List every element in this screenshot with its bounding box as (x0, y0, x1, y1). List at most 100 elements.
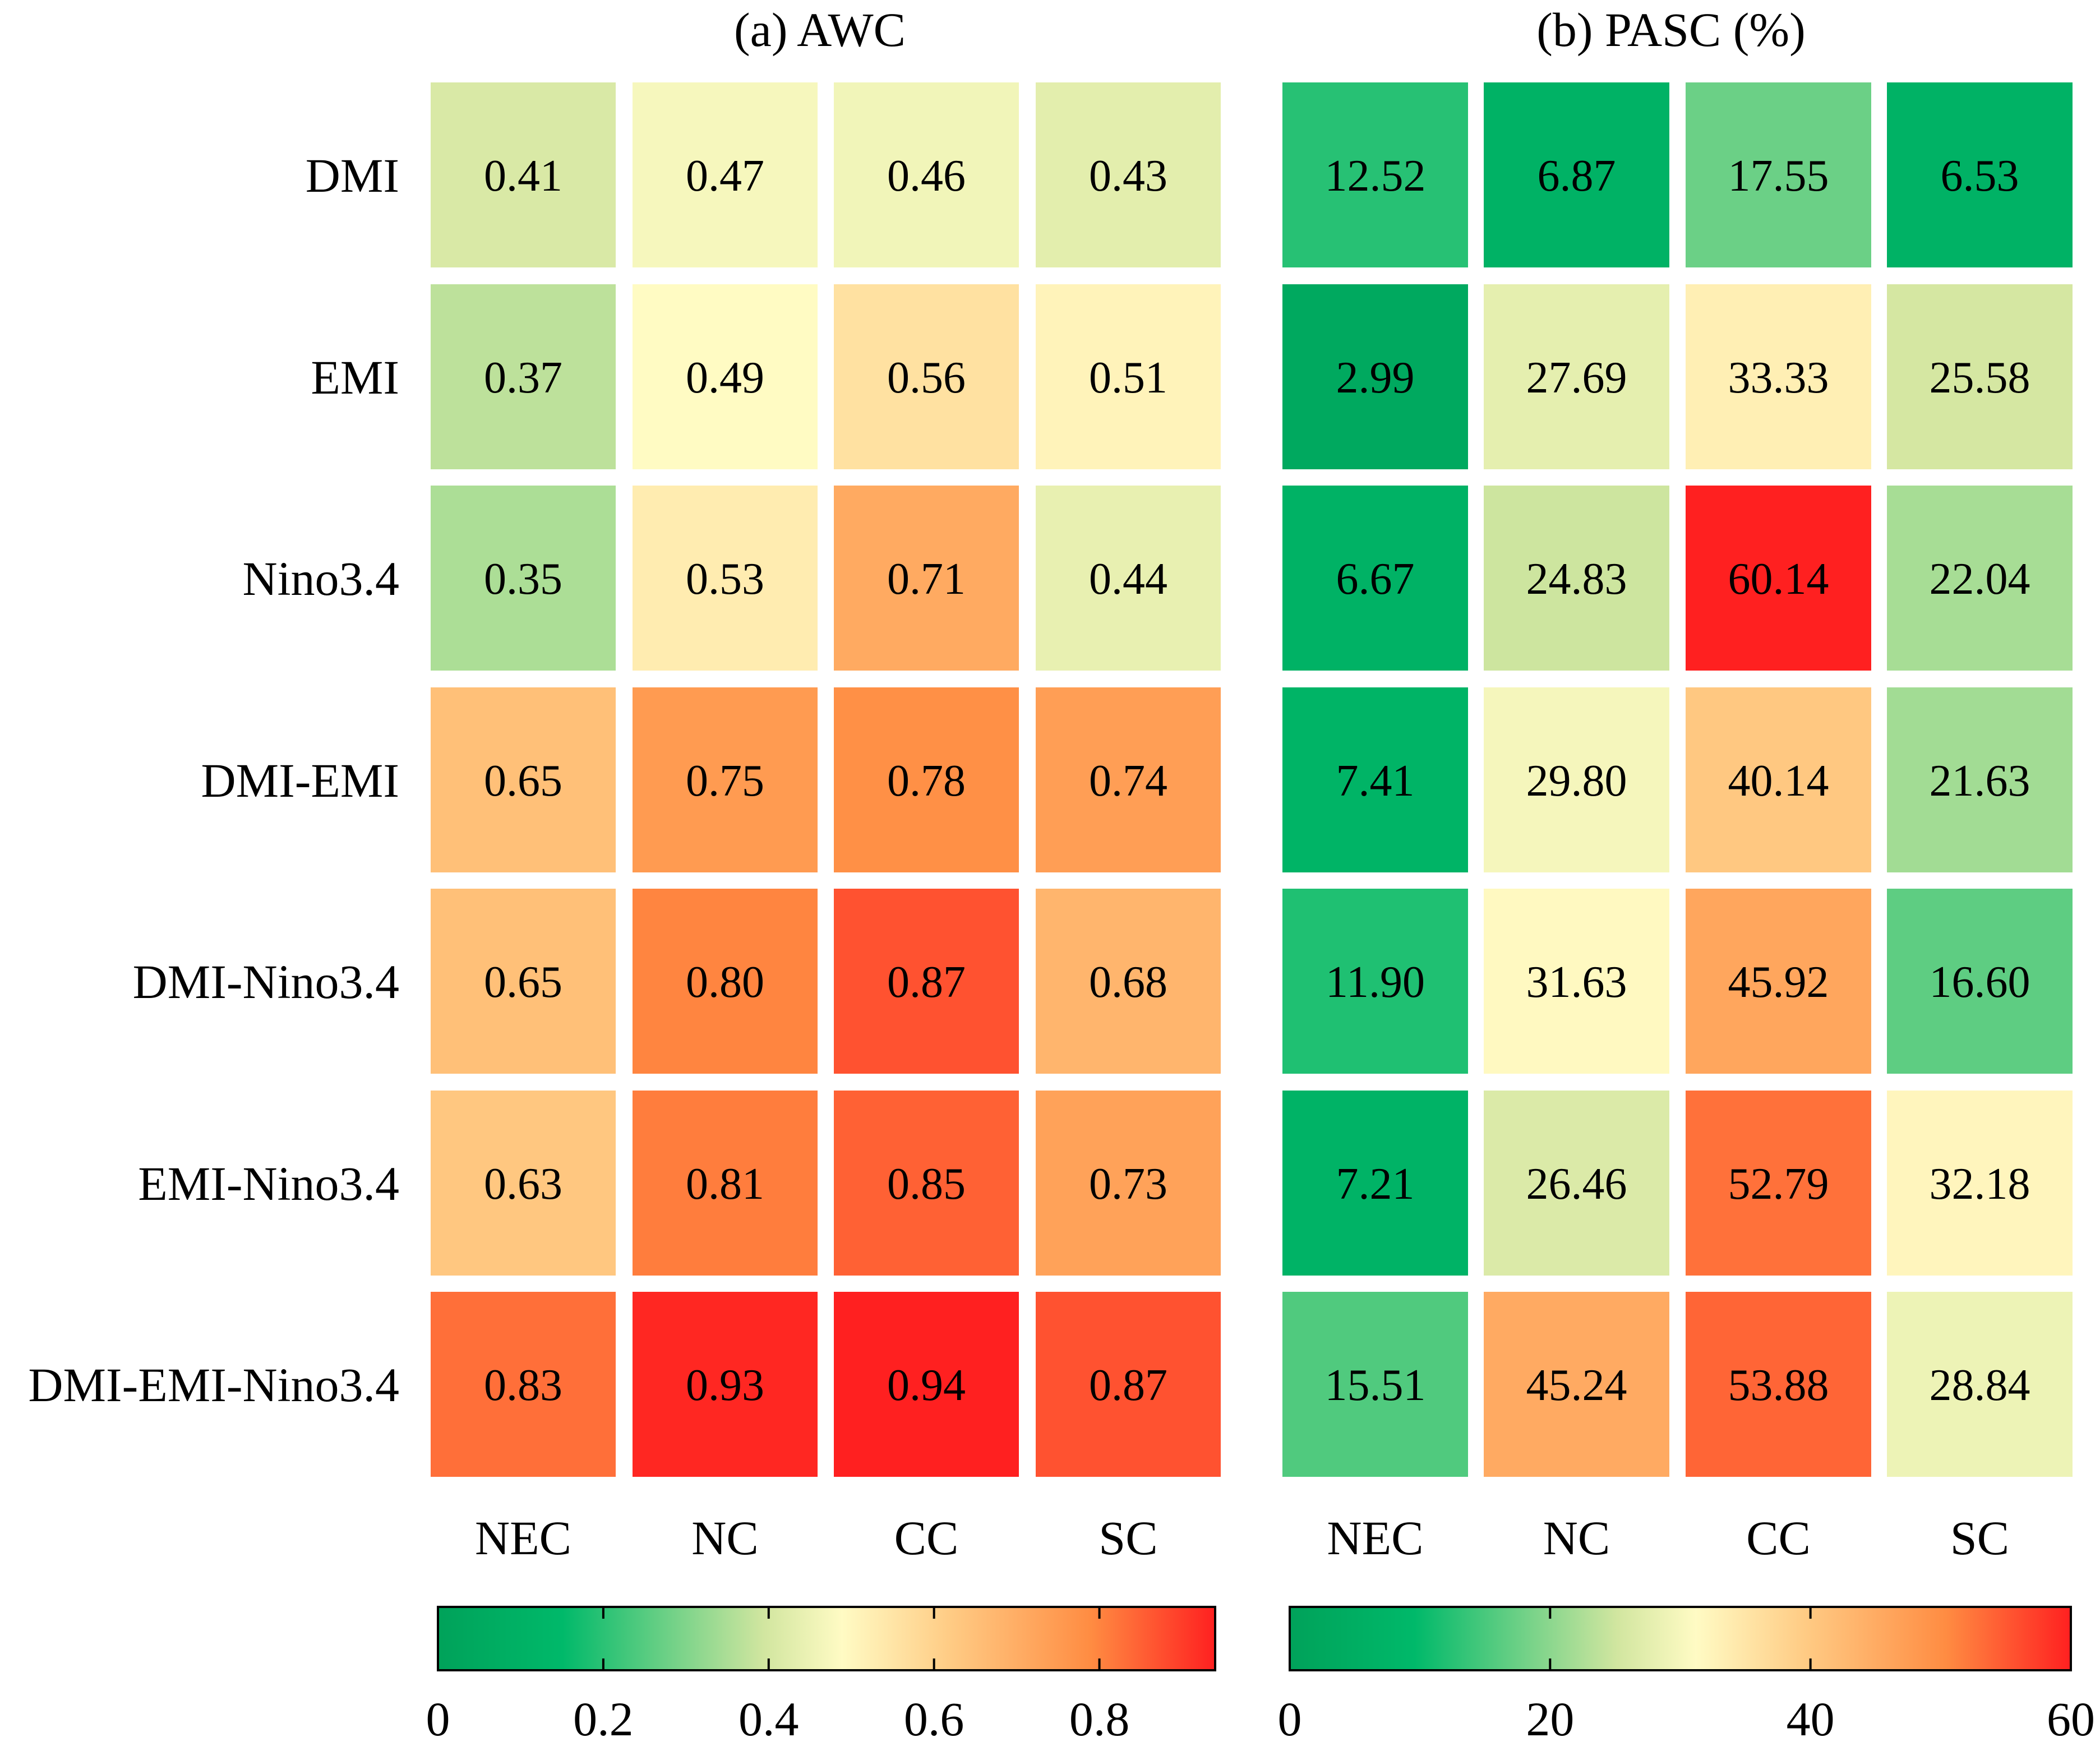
pasc-colorbar-tick-label: 60 (2047, 1692, 2095, 1746)
pasc-cell: 45.24 (1484, 1292, 1669, 1477)
pasc-column-label: NEC (1327, 1511, 1424, 1565)
pasc-cell: 12.52 (1282, 82, 1468, 267)
pasc-cell: 28.84 (1887, 1292, 2073, 1477)
awc-cell: 0.81 (633, 1091, 818, 1276)
panel-title-awc: (a) AWC (734, 3, 906, 57)
awc-column-labels: NEC NC CC SC (475, 1511, 1158, 1565)
awc-cell: 0.47 (633, 82, 818, 267)
row-label: DMI (306, 149, 399, 202)
pasc-cell-value: 53.88 (1728, 1361, 1829, 1410)
pasc-cell-value: 52.79 (1728, 1159, 1829, 1209)
awc-colorbar-gradient (437, 1606, 1216, 1671)
awc-cell: 0.65 (431, 687, 616, 872)
awc-cell-rect (633, 82, 818, 267)
awc-cell-value: 0.51 (1089, 353, 1167, 403)
pasc-colorbar-tick-label: 0 (1278, 1692, 1302, 1746)
pasc-cell-rect (1484, 82, 1669, 267)
pasc-cell-rect (1887, 284, 2073, 469)
awc-cell-value: 0.43 (1089, 151, 1167, 201)
awc-cell-value: 0.94 (887, 1361, 966, 1410)
pasc-cell-rect (1282, 1292, 1468, 1477)
pasc-cell-value: 7.41 (1336, 756, 1415, 806)
pasc-colorbar-ticks: 0 20 40 60 (1278, 1607, 2095, 1746)
pasc-cell-value: 32.18 (1930, 1159, 2030, 1209)
awc-cell-rect (633, 1292, 818, 1477)
pasc-cell: 16.60 (1887, 889, 2073, 1074)
pasc-cell-rect (1686, 889, 1871, 1074)
pasc-cell-value: 26.46 (1526, 1159, 1627, 1209)
awc-cell-rect (834, 486, 1019, 671)
awc-cell: 0.78 (834, 687, 1019, 872)
awc-cell-value: 0.41 (484, 151, 562, 201)
pasc-cell-rect (1686, 1292, 1871, 1477)
pasc-cell: 33.33 (1686, 284, 1871, 469)
pasc-heatmap-cells: 12.52 6.87 17.55 6.53 2.99 27.69 33.33 25.58 6.6… (1282, 82, 2073, 1477)
pasc-column-label: SC (1950, 1511, 2009, 1565)
pasc-cell-rect (1282, 486, 1468, 671)
pasc-cell-rect (1686, 284, 1871, 469)
pasc-cell-rect (1887, 82, 2073, 267)
awc-heatmap-cells: 0.41 0.47 0.46 0.43 0.37 0.49 0.56 0.51 0.35 0.53… (431, 82, 1221, 1477)
awc-cell-value: 0.65 (484, 756, 562, 806)
pasc-colorbar-gradient (1289, 1606, 2072, 1671)
awc-cell: 0.93 (633, 1292, 818, 1477)
pasc-cell: 6.53 (1887, 82, 2073, 267)
awc-cell: 0.41 (431, 82, 616, 267)
awc-cell-rect (834, 687, 1019, 872)
pasc-colorbar: 0 20 40 60 (1278, 1606, 2095, 1746)
awc-column-label: NC (691, 1511, 758, 1565)
awc-cell-value: 0.75 (686, 756, 764, 806)
awc-cell: 0.87 (1036, 1292, 1221, 1477)
pasc-cell-rect (1484, 284, 1669, 469)
awc-cell-value: 0.65 (484, 958, 562, 1007)
awc-cell-rect (834, 82, 1019, 267)
awc-cell-rect (1036, 1292, 1221, 1477)
pasc-cell-rect (1887, 1091, 2073, 1276)
pasc-cell-rect (1887, 486, 2073, 671)
pasc-cell-value: 2.99 (1336, 353, 1415, 403)
awc-cell: 0.46 (834, 82, 1019, 267)
awc-cell-rect (431, 486, 616, 671)
awc-colorbar-ticks: 0 0.2 0.4 0.6 0.8 (426, 1607, 1129, 1746)
pasc-cell: 25.58 (1887, 284, 2073, 469)
row-label: DMI-EMI (201, 754, 400, 807)
awc-colorbar-tick-label: 0.4 (739, 1692, 799, 1746)
pasc-cell-rect (1887, 687, 2073, 872)
awc-cell-value: 0.80 (686, 958, 764, 1007)
pasc-cell-value: 31.63 (1526, 958, 1627, 1007)
awc-cell: 0.71 (834, 486, 1019, 671)
awc-cell: 0.63 (431, 1091, 616, 1276)
awc-cell: 0.49 (633, 284, 818, 469)
awc-column-label: CC (894, 1511, 959, 1565)
awc-cell: 0.80 (633, 889, 818, 1074)
panel-pasc: (b) PASC (%) 12.52 6.87 17.55 6.53 2.99 27.69… (1278, 3, 2096, 1746)
pasc-cell: 60.14 (1686, 486, 1871, 671)
pasc-cell-value: 45.24 (1526, 1361, 1627, 1410)
awc-colorbar-tick-label: 0 (426, 1692, 450, 1746)
awc-cell-value: 0.74 (1089, 756, 1167, 806)
pasc-colorbar-tick-label: 40 (1787, 1692, 1835, 1746)
awc-cell-value: 0.81 (686, 1159, 764, 1209)
pasc-cell-value: 28.84 (1930, 1361, 2030, 1410)
pasc-cell-value: 6.67 (1336, 555, 1415, 604)
awc-cell: 0.68 (1036, 889, 1221, 1074)
awc-cell-rect (834, 1292, 1019, 1477)
pasc-cell-rect (1282, 889, 1468, 1074)
awc-cell-value: 0.37 (484, 353, 562, 403)
pasc-cell: 45.92 (1686, 889, 1871, 1074)
row-label: Nino3.4 (243, 552, 400, 606)
pasc-cell: 17.55 (1686, 82, 1871, 267)
awc-cell: 0.87 (834, 889, 1019, 1074)
pasc-cell: 26.46 (1484, 1091, 1669, 1276)
pasc-cell: 40.14 (1686, 687, 1871, 872)
pasc-cell-value: 29.80 (1526, 756, 1627, 806)
pasc-cell: 6.67 (1282, 486, 1468, 671)
awc-colorbar-tick-label: 0.2 (573, 1692, 634, 1746)
pasc-cell-rect (1686, 82, 1871, 267)
panel-title-pasc: (b) PASC (%) (1536, 3, 1805, 57)
pasc-cell: 52.79 (1686, 1091, 1871, 1276)
awc-cell-value: 0.93 (686, 1361, 764, 1410)
awc-cell-rect (431, 687, 616, 872)
awc-cell-rect (1036, 486, 1221, 671)
